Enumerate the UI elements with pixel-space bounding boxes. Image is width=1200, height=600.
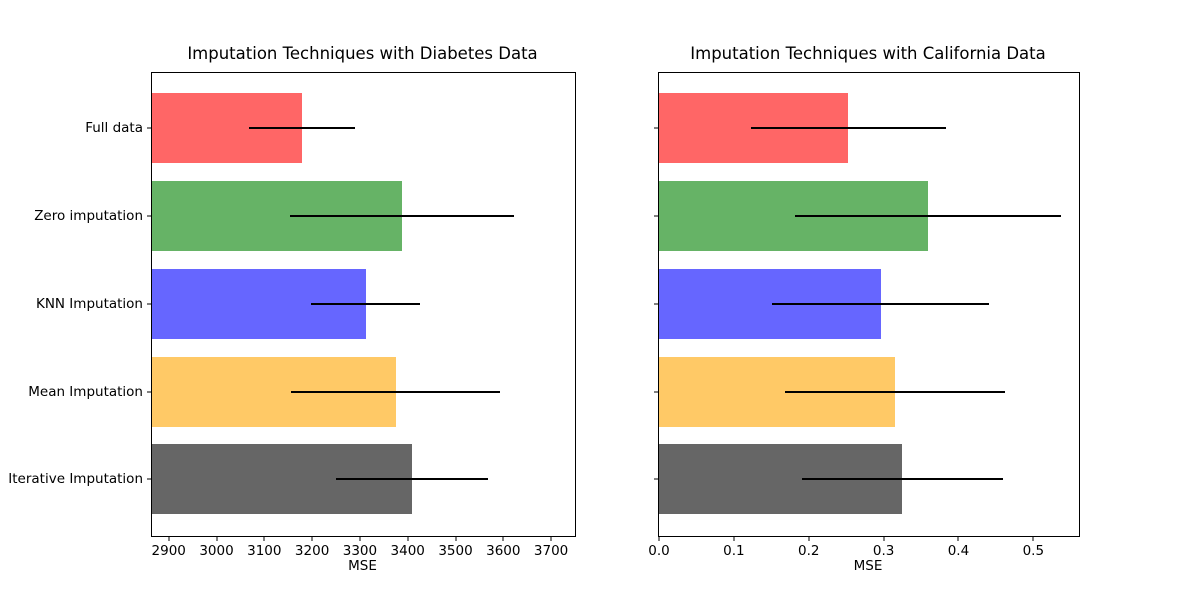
x-tick-label: 0.0	[648, 543, 670, 559]
x-tick-label: 3200	[294, 543, 330, 559]
x-tick-mark	[359, 537, 361, 541]
y-tick-mark	[147, 303, 151, 305]
y-tick-mark	[654, 478, 658, 480]
x-tick-label: 3100	[247, 543, 282, 559]
error-bar-iterative-imputation	[336, 478, 488, 481]
california-mse-chart: Imputation Techniques with California Da…	[600, 0, 1200, 600]
plot-area: 0.0 0.1 0.2 0.3 0.4 0.5	[648, 72, 1080, 559]
y-tick-label-knn-imputation: KNN Imputation	[35, 295, 143, 312]
x-tick-label: 3000	[199, 543, 234, 559]
error-bar-full-data	[248, 127, 355, 130]
diabetes-mse-chart: Imputation Techniques with Diabetes Data…	[8, 44, 576, 574]
x-tick-label: 0.3	[872, 543, 895, 559]
x-tick-mark	[883, 537, 885, 541]
x-tick-mark	[311, 537, 313, 541]
x-tick-mark	[1032, 537, 1034, 541]
y-tick-mark	[654, 303, 658, 305]
x-tick-label: 3300	[342, 543, 378, 559]
chart-title: Imputation Techniques with California Da…	[690, 44, 1046, 63]
y-tick-label-zero-imputation: Zero imputation	[34, 208, 143, 225]
chart-title: Imputation Techniques with Diabetes Data	[187, 44, 538, 63]
y-tick-mark	[654, 215, 658, 217]
x-tick-label: 0.2	[797, 543, 820, 559]
x-tick-label: 3400	[390, 543, 425, 559]
error-bar-mean-imputation	[784, 390, 1005, 393]
error-bar-full-data	[751, 127, 946, 130]
x-tick-mark	[808, 537, 810, 541]
x-tick-label: 3500	[438, 543, 473, 559]
y-tick-label-mean-imputation: Mean Imputation	[28, 383, 143, 400]
x-tick-label: 3600	[486, 543, 521, 559]
x-tick-mark	[216, 537, 218, 541]
x-tick-mark	[455, 537, 456, 541]
x-tick-mark	[407, 537, 409, 541]
y-tick-mark	[147, 478, 151, 480]
y-tick-mark	[147, 127, 151, 129]
error-bar-zero-imputation	[290, 215, 514, 218]
plot-area: Full data Zero imputation KNN Imputation Me…	[8, 72, 576, 559]
error-bar-knn-imputation	[772, 302, 990, 305]
x-tick-label: 0.5	[1022, 543, 1045, 559]
x-tick-mark	[168, 537, 170, 541]
error-bar-knn-imputation	[311, 302, 421, 305]
x-axis-label: MSE	[853, 558, 883, 574]
x-tick-mark	[502, 537, 504, 541]
y-tick-label-iterative-imputation: Iterative Imputation	[8, 471, 143, 488]
x-tick-mark	[733, 537, 735, 541]
y-tick-label-full-data: Full data	[85, 120, 143, 137]
x-tick-label: 3700	[533, 543, 569, 559]
error-bar-iterative-imputation	[801, 478, 1003, 481]
error-bar-mean-imputation	[291, 390, 501, 393]
x-tick-label: 0.4	[947, 543, 970, 559]
x-tick-label: 2900	[151, 543, 186, 559]
y-tick-mark	[654, 127, 658, 129]
x-tick-mark	[658, 537, 660, 541]
x-tick-mark	[550, 537, 552, 541]
x-axis-label: MSE	[348, 558, 377, 574]
y-tick-mark	[147, 215, 151, 217]
error-bar-zero-imputation	[794, 215, 1062, 218]
y-tick-mark	[654, 391, 658, 392]
x-tick-mark	[957, 537, 959, 541]
x-tick-mark	[263, 537, 265, 541]
x-tick-label: 0.1	[723, 543, 745, 559]
y-tick-mark	[147, 391, 151, 392]
